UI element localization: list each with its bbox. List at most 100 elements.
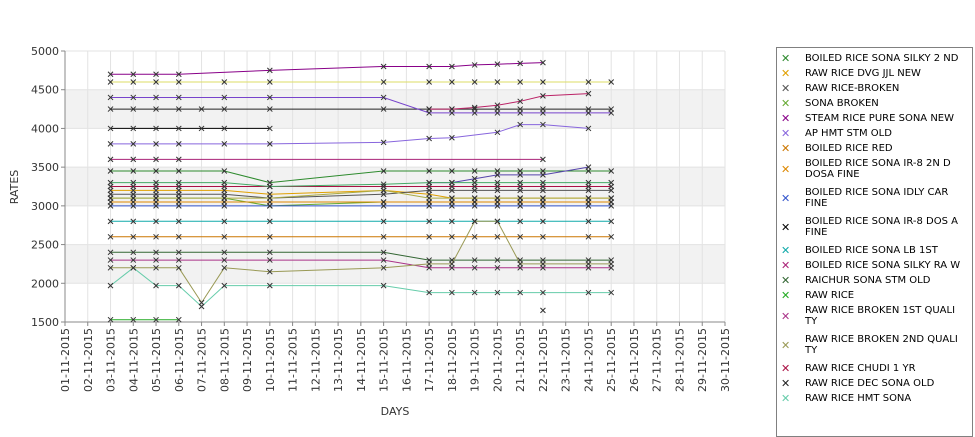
data-point [471,179,478,186]
data-point-stroke [517,98,524,105]
legend-marker: ✕ [781,127,791,140]
data-point-stroke [380,63,387,70]
data-point-stroke [494,79,501,85]
data-point-stroke [266,141,273,147]
data-point-stroke [153,218,159,225]
data-point-stroke [107,203,114,209]
data-point [107,125,114,132]
data-point-stroke [153,179,159,186]
data-point [107,168,114,174]
data-point-stroke [153,94,159,101]
data-point-stroke [426,233,432,240]
data-point-stroke [494,289,501,296]
legend-marker: ✕ [781,377,791,390]
data-point [471,168,478,174]
data-point-stroke [540,93,546,99]
data-point [153,106,159,112]
data-point-stroke [494,233,501,240]
data-point [130,257,137,263]
data-point [608,179,615,186]
data-point-stroke [608,233,615,240]
data-point [153,218,159,225]
data-point-stroke [585,164,592,170]
data-point [130,233,137,240]
data-point [175,233,182,240]
data-point-stroke [153,203,159,209]
data-point [608,203,615,209]
data-point [221,94,228,101]
data-point [380,79,387,85]
data-point [380,181,387,188]
data-point-stroke [449,218,455,225]
y-tick-label: 5000 [31,45,59,58]
data-point-stroke [471,110,478,116]
data-point-stroke [221,168,228,174]
data-point-stroke [540,307,546,314]
data-point [153,203,159,209]
data-point-stroke [471,233,478,240]
data-point [494,257,501,263]
data-point-stroke [517,110,524,116]
data-point [153,141,159,147]
data-point [494,79,501,85]
data-point [153,79,159,85]
data-point [175,282,182,289]
data-point [494,264,501,271]
data-point-stroke [130,257,137,263]
data-point [494,61,501,68]
data-point [153,156,159,163]
x-tick-label: 10-11-2015 [264,328,277,392]
data-point [471,218,478,225]
data-point-stroke [585,179,592,186]
data-point [221,257,228,263]
data-point-stroke [471,195,478,201]
series-line [110,220,612,304]
data-point-stroke [266,94,273,101]
data-point [266,94,273,101]
data-point-stroke [266,67,273,74]
data-point [130,125,137,132]
data-point-stroke [608,195,615,201]
data-point [107,106,114,112]
data-point-stroke [471,264,478,271]
data-point [540,307,546,314]
data-point-stroke [540,79,546,85]
data-point-stroke [153,257,159,263]
data-point [540,261,546,267]
data-point-stroke [494,61,501,68]
data-point [494,289,501,296]
data-point-stroke [153,282,159,289]
data-point-stroke [175,79,182,85]
data-point-stroke [153,125,159,132]
data-point [107,282,114,289]
data-point-stroke [494,172,501,178]
data-point-stroke [426,289,432,296]
data-point-stroke [130,195,137,201]
legend-marker: ✕ [781,163,791,176]
data-point-stroke [426,63,432,70]
x-tick-label: 15-11-2015 [378,328,391,392]
data-point-stroke [608,289,615,296]
data-point [540,172,546,178]
legend-marker: ✕ [781,97,791,110]
data-point [107,233,114,240]
data-point [221,168,228,174]
data-point [221,106,228,112]
x-tick-label: 02-11-2015 [82,328,95,392]
data-point [471,110,478,116]
data-point [221,179,228,186]
data-point-stroke [175,71,182,78]
data-point-stroke [608,168,615,174]
data-point-stroke [107,264,114,271]
data-point-stroke [540,261,546,267]
x-tick-label: 27-11-2015 [651,328,664,392]
legend-label: SONA BROKEN [805,98,879,109]
data-point-stroke [540,218,546,225]
data-point [266,106,273,112]
data-point-stroke [540,203,546,209]
data-point [540,110,546,116]
data-point-stroke [380,257,387,263]
data-point [380,168,387,174]
legend-marker: ✕ [781,310,791,323]
data-point [517,289,524,296]
